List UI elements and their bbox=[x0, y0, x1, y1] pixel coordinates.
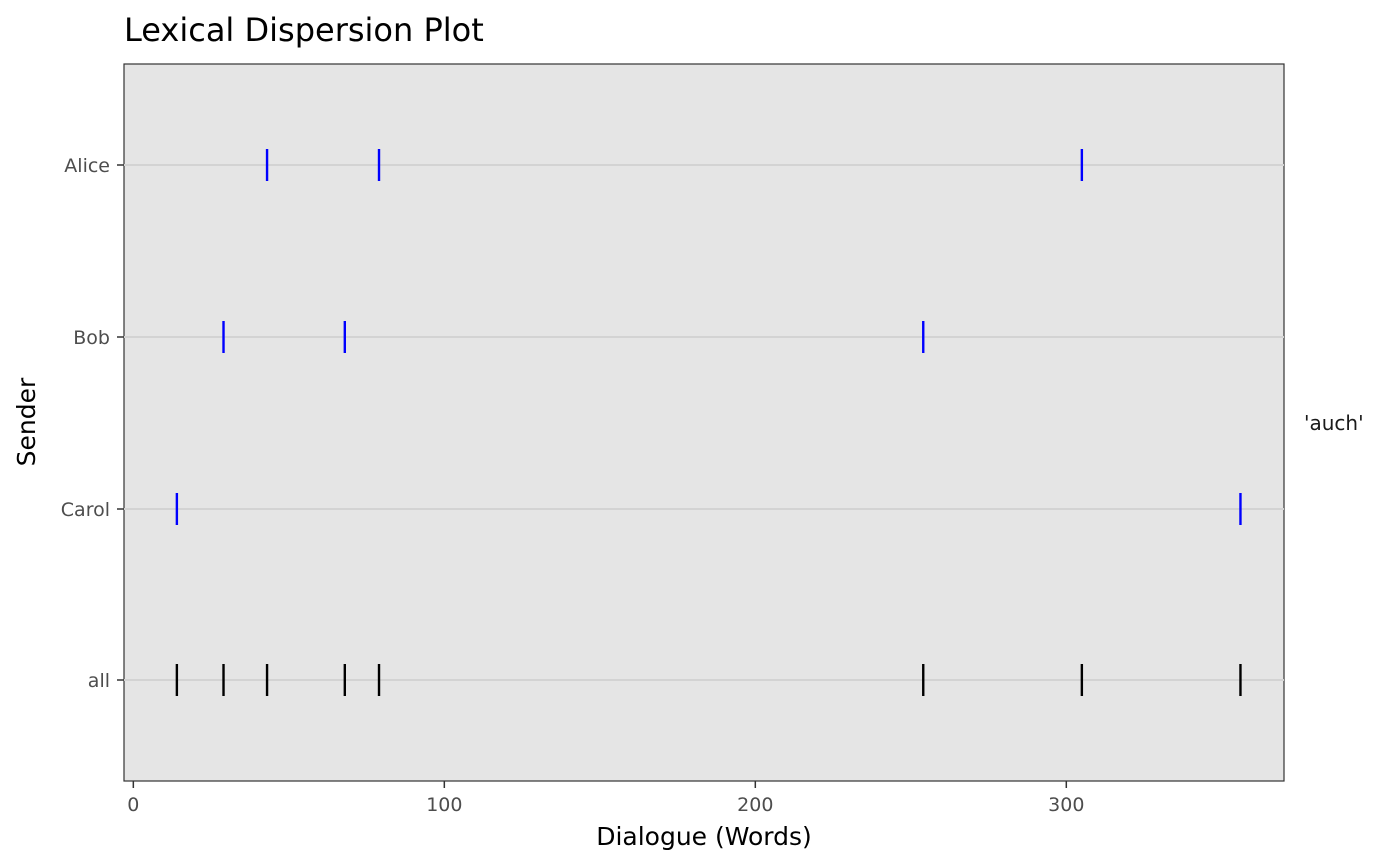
y-tick-label-alice: Alice bbox=[64, 155, 110, 177]
data-marks bbox=[175, 149, 1242, 696]
x-tick-label-300: 300 bbox=[1048, 794, 1084, 816]
x-tick-label-0: 0 bbox=[127, 794, 139, 816]
x-tick-label-100: 100 bbox=[426, 794, 462, 816]
plot-panel bbox=[123, 63, 1285, 782]
gridlines bbox=[124, 164, 1284, 681]
x-axis: 0 100 200 300 bbox=[127, 781, 1084, 816]
y-tick-label-all: all bbox=[88, 670, 110, 692]
y-axis-title: Sender bbox=[12, 377, 41, 466]
chart-title: Lexical Dispersion Plot bbox=[124, 11, 484, 49]
y-tick-label-bob: Bob bbox=[73, 327, 110, 349]
y-axis: Alice Bob Carol all bbox=[61, 155, 124, 692]
facet-label: 'auch' bbox=[1304, 411, 1364, 435]
y-tick-label-carol: Carol bbox=[61, 499, 110, 521]
x-axis-title: Dialogue (Words) bbox=[596, 822, 812, 851]
x-tick-label-200: 200 bbox=[737, 794, 773, 816]
